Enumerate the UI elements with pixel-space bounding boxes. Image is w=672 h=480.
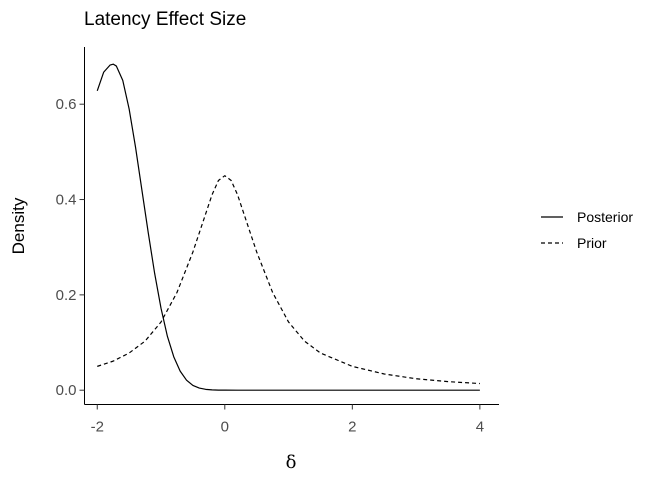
x-tick-label: -2 bbox=[91, 419, 104, 436]
y-tick-label: 0.4 bbox=[56, 192, 77, 209]
y-tick-label: 0.0 bbox=[56, 382, 77, 399]
y-ticks: 0.0 0.2 0.4 0.6 bbox=[56, 96, 85, 399]
legend: Posterior Prior bbox=[541, 209, 633, 251]
y-axis-title: Density bbox=[9, 197, 28, 254]
x-axis-title: δ bbox=[286, 452, 297, 473]
series-line-prior bbox=[97, 175, 480, 385]
series-layer bbox=[96, 63, 480, 391]
x-ticks: -2 0 2 4 bbox=[91, 404, 484, 436]
y-tick-label: 0.2 bbox=[56, 287, 77, 304]
series-line-posterior bbox=[96, 63, 480, 391]
plot-area: 0.0 0.2 0.4 0.6 -2 0 2 4 bbox=[56, 47, 499, 436]
x-tick-label: 0 bbox=[221, 419, 229, 436]
x-tick-label: 4 bbox=[476, 419, 484, 436]
x-tick-label: 2 bbox=[348, 419, 356, 436]
legend-label-prior: Prior bbox=[577, 235, 607, 251]
y-tick-label: 0.6 bbox=[56, 96, 77, 113]
legend-label-posterior: Posterior bbox=[577, 209, 633, 225]
chart-title: Latency Effect Size bbox=[84, 9, 246, 30]
